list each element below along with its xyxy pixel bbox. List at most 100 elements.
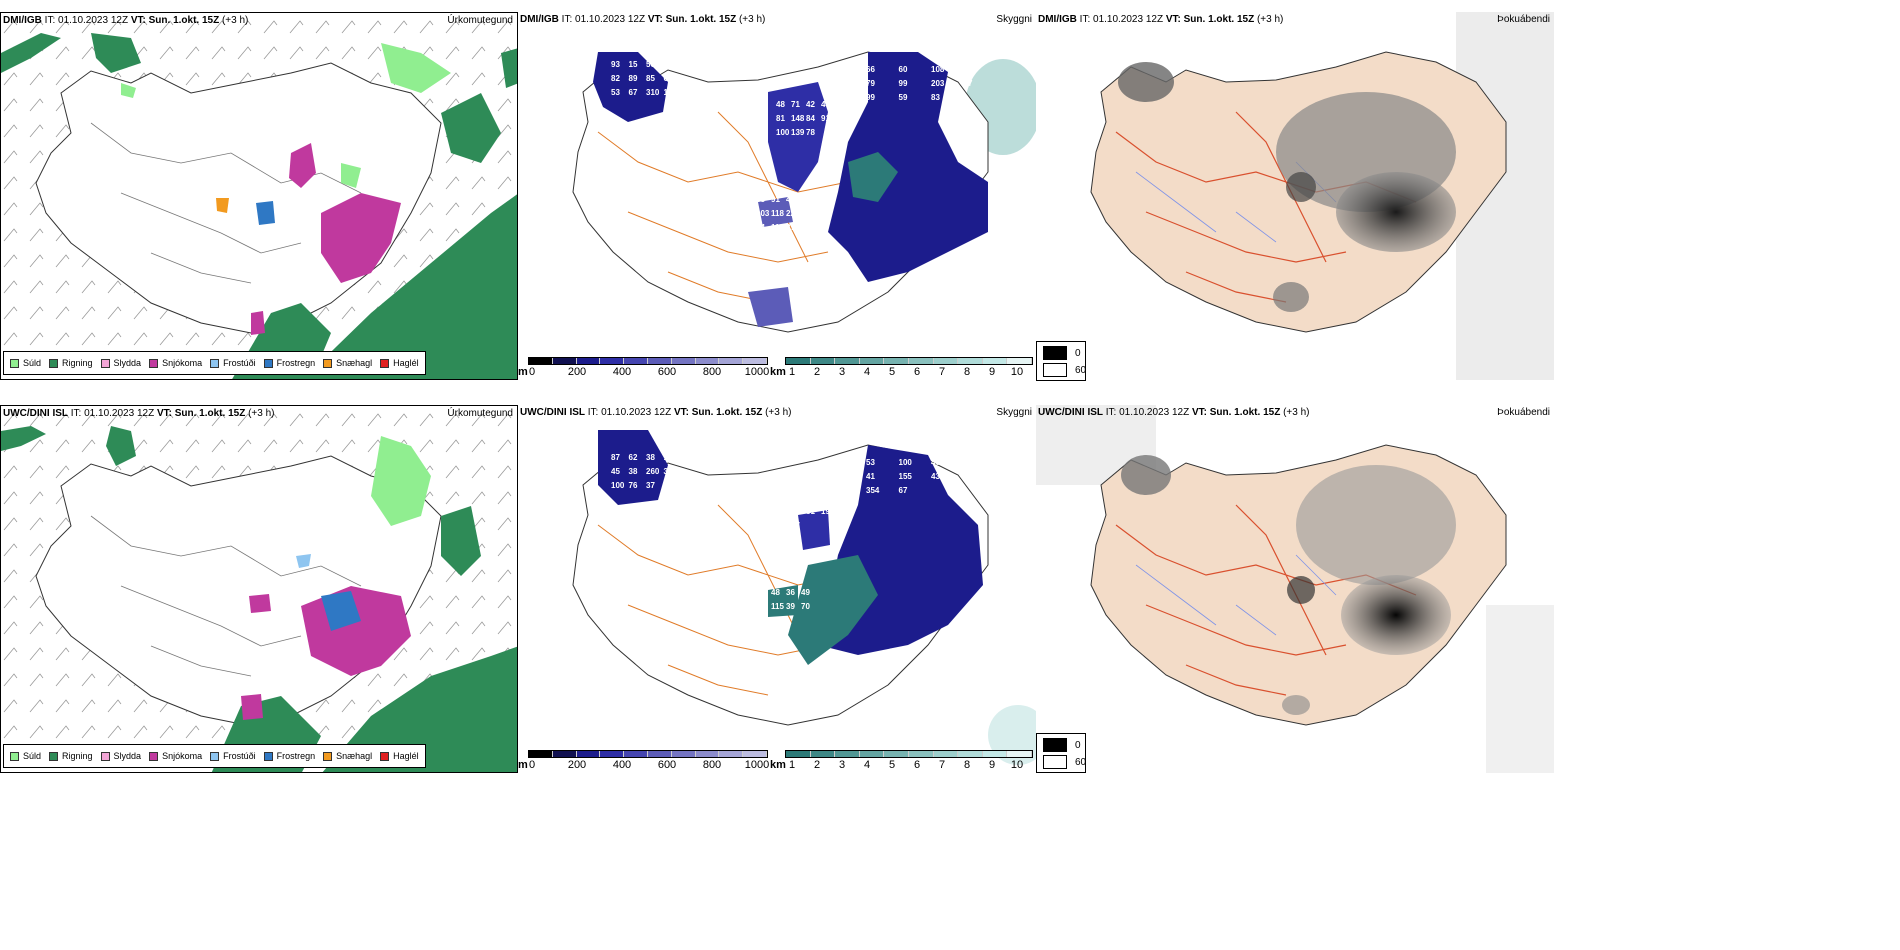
legend-item: Snæhagl [323, 751, 372, 761]
cloud-ceiling-label: 66 [866, 65, 875, 74]
cloud-panel-row1: 93 66 48 85 15 60 71 91 50 108 42 41 43 48 46 18 82 79 81 1… [518, 12, 1036, 380]
cloud-ceiling-label: 59 [899, 93, 908, 102]
colorbar-segment [1007, 358, 1032, 364]
fog-swatch-light [1043, 755, 1067, 769]
colorbar-tick: 8 [963, 366, 971, 378]
precip-map-row2 [1, 406, 517, 772]
cloud-ceiling-label: 41 [786, 195, 795, 204]
colorbar-tick: 5 [888, 759, 896, 771]
cloud-ceiling-label: 51 [806, 507, 815, 516]
legend-swatch [323, 358, 333, 368]
panel-name: Skyggni [996, 407, 1032, 418]
cloud-ceiling-label: 79 [866, 79, 875, 88]
legend-swatch [100, 751, 110, 761]
legend-label: Slydda [113, 751, 142, 761]
legend-label: Frostregn [276, 751, 316, 761]
fog-legend-row1: 0 60 [1036, 341, 1086, 381]
ceiling-colorbar: m 0 200 400 600 800 1000 [518, 750, 769, 772]
colorbar-segment [958, 751, 983, 757]
colorbar-tick: 0 [528, 366, 536, 378]
precip-legend: Súld Rigning Slydda Snjókoma Frostúði Fr… [3, 351, 426, 375]
cloud-ceiling-label: 113 [801, 209, 814, 218]
visibility-colorbar: km 1 2 3 4 5 6 7 8 9 10 [770, 750, 1035, 772]
cloud-ceiling-label: 100 [611, 481, 625, 490]
colorbar-unit: m [518, 366, 528, 378]
cloud-ceiling-label: 300 [791, 507, 805, 516]
cloud-ceiling-label: 77 [791, 521, 800, 530]
cloud-ceiling-label: 91 [771, 195, 780, 204]
panel-title: DMI/IGB IT: 01.10.2023 12Z VT: Sun. 1.ok… [3, 15, 249, 26]
cloud-ceiling-label: 46 [821, 100, 830, 109]
cloud-ceiling-label: 43 [664, 60, 673, 69]
fog-panel-row2: UWC/DINI ISL IT: 01.10.2023 12Z VT: Sun.… [1036, 405, 1554, 773]
legend-item: Frostúði [210, 358, 256, 368]
cloud-ceiling-label: 39 [786, 602, 795, 611]
colorbar-segment [600, 358, 625, 364]
cloud-ceiling-label: 37 [786, 223, 795, 232]
panel-name: Úrkomutegund [447, 15, 513, 26]
colorbar-segment [884, 358, 909, 364]
colorbar-segment [671, 358, 696, 364]
legend-item: Súld [10, 751, 41, 761]
colorbar-tick: 10 [1010, 366, 1024, 378]
legend-label: Haglél [393, 751, 419, 761]
cloud-map-row1: 93 66 48 85 15 60 71 91 50 108 42 41 43 48 46 18 82 79 81 1… [572, 51, 1036, 333]
colorbar-tick: 2 [813, 759, 821, 771]
legend-label: Snæhagl [336, 751, 373, 761]
precip-legend: Súld Rigning Slydda Snjókoma Frostúði Fr… [3, 744, 426, 768]
legend-item: Haglél [380, 751, 419, 761]
legend-label: Snjókoma [162, 751, 203, 761]
colorbar-segment [529, 751, 553, 757]
legend-label: Frostregn [276, 358, 316, 368]
cloud-ceiling-label: 166 [756, 616, 770, 625]
colorbar-segment [835, 751, 860, 757]
cloud-ceiling-label: 100 [899, 458, 913, 467]
cloud-ceiling-label: 15 [629, 60, 638, 69]
colorbar-tick: 7 [938, 366, 946, 378]
cloud-ceiling-label: 38 [756, 588, 765, 597]
legend-swatch [100, 358, 110, 368]
fog-map-row2 [1036, 405, 1554, 773]
colorbar-segment [908, 358, 934, 364]
colorbar-segment [933, 751, 959, 757]
legend-swatch [210, 358, 220, 368]
legend-item: Súld [10, 358, 41, 368]
cloud-ceiling-label: 169 [664, 453, 678, 462]
fog-legend-value: 60 [1075, 756, 1087, 768]
legend-item: Slydda [100, 358, 141, 368]
cloud-ceiling-label: 76 [629, 481, 638, 490]
colorbar-segment [933, 358, 959, 364]
colorbar-tick: 400 [612, 366, 632, 378]
legend-swatch [210, 751, 220, 761]
legend-swatch [149, 751, 159, 761]
colorbar-segment [958, 358, 983, 364]
fog-legend-value: 60 [1075, 364, 1087, 376]
cloud-ceiling-label: 42 [806, 100, 815, 109]
fog-legend-row2: 0 60 [1036, 733, 1086, 773]
legend-swatch [380, 358, 390, 368]
cloud-ceiling-label: 99 [866, 93, 875, 102]
cloud-ceiling-label: 354 [866, 486, 880, 495]
legend-swatch [149, 358, 159, 368]
legend-label: Haglél [393, 358, 419, 368]
colorbar-segment [908, 751, 934, 757]
cloud-ceiling-label: 89 [629, 74, 638, 83]
legend-item: Snæhagl [323, 358, 372, 368]
colorbar-tick: 6 [913, 759, 921, 771]
legend-item: Rigning [49, 358, 93, 368]
colorbar-segment [600, 751, 625, 757]
cloud-ceiling-label: 99 [899, 79, 908, 88]
cloud-ceiling-label: 50 [646, 60, 655, 69]
legend-label: Snjókoma [162, 358, 203, 368]
colorbar-tick: 6 [913, 366, 921, 378]
colorbar-tick: 800 [702, 759, 722, 771]
cloud-ceiling-label: 19 [821, 507, 830, 516]
cloud-ceiling-label: 49 [801, 588, 810, 597]
legend-item: Frostregn [263, 751, 316, 761]
colorbar-segment [576, 358, 601, 364]
cloud-ceiling-label: 67 [629, 88, 638, 97]
cloud-ceiling-label: 111 [821, 493, 834, 502]
cloud-ceiling-label: 108 [931, 65, 945, 74]
fog-legend-value: 0 [1075, 739, 1081, 751]
colorbar-bar [528, 357, 768, 365]
